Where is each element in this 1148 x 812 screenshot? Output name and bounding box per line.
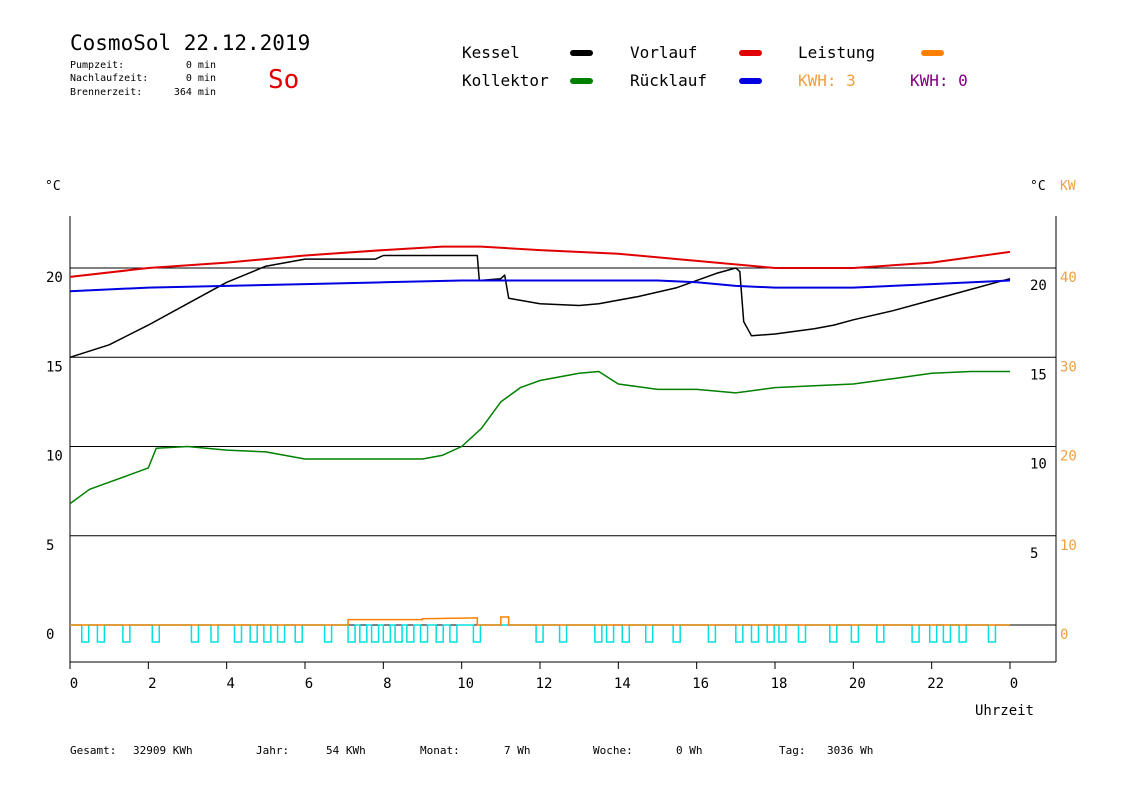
legend-leistung: Leistung xyxy=(798,43,875,62)
x-tick-label-12: 0 xyxy=(1010,676,1018,692)
brenner-label: Brennerzeit: xyxy=(70,87,142,98)
x-tick-label-6: 12 xyxy=(536,676,553,692)
y-left-tick-15: 15 xyxy=(46,359,63,375)
series-kessel-line xyxy=(69,254,1011,359)
y-right-c-tick-5: 5 xyxy=(1030,546,1038,562)
series-group xyxy=(69,245,1011,643)
legend-vorlauf: Vorlauf xyxy=(630,43,697,62)
y-right-kw-tick-10: 10 xyxy=(1060,538,1077,554)
legend-kwh1: KWH: 3 xyxy=(798,71,856,90)
footer-jahr-value: 54 KWh xyxy=(326,744,366,757)
x-tick-label-4: 8 xyxy=(383,676,391,692)
x-tick-label-8: 16 xyxy=(692,676,709,692)
y-left-tick-10: 10 xyxy=(46,449,63,465)
x-tick-label-0: 0 xyxy=(70,676,78,692)
footer-woche-label: Woche: xyxy=(593,744,633,757)
x-tick-label-2: 4 xyxy=(226,676,234,692)
footer-gesamt-label: Gesamt: xyxy=(70,744,116,757)
footer-tag-label: Tag: xyxy=(779,744,806,757)
pump-value: 0 min xyxy=(186,60,216,71)
axis-ticks: 0 2 4 6 8 10 12 14 16 18 20 22 0 0 5 10 15 20 5 10 15 20 0 10 20… xyxy=(46,270,1077,692)
x-tick-label-5: 10 xyxy=(457,676,474,692)
series-leistung-line xyxy=(70,616,1010,626)
y-right-kw-tick-0: 0 xyxy=(1060,627,1068,643)
pump-label: Pumpzeit: xyxy=(70,60,124,71)
footer-tag-value: 3036 Wh xyxy=(827,744,873,757)
y-left-tick-20: 20 xyxy=(46,270,63,286)
y-right-unit-kw: KW xyxy=(1060,179,1076,194)
nachlauf-value: 0 min xyxy=(186,73,216,84)
legend-ruecklauf: Rücklauf xyxy=(630,71,707,90)
x-tick-label-7: 14 xyxy=(614,676,631,692)
series-ruecklauf-line xyxy=(69,279,1011,293)
nachlauf-label: Nachlaufzeit: xyxy=(70,73,148,84)
legend-kollektor: Kollektor xyxy=(462,71,549,90)
y-right-c-tick-20: 20 xyxy=(1030,278,1047,294)
y-right-kw-tick-20: 20 xyxy=(1060,449,1077,465)
x-axis-label: Uhrzeit xyxy=(975,703,1034,719)
grid-lines xyxy=(70,267,1056,626)
series-vorlauf-line xyxy=(69,245,1011,278)
day-label: So xyxy=(268,65,299,95)
pump-pulse-line xyxy=(70,624,1010,643)
y-left-tick-5: 5 xyxy=(46,538,54,554)
y-right-kw-tick-30: 30 xyxy=(1060,359,1077,375)
footer-monat-value: 7 Wh xyxy=(504,744,531,757)
x-tick-label-1: 2 xyxy=(148,676,156,692)
footer-woche-value: 0 Wh xyxy=(676,744,703,757)
legend-kwh2: KWH: 0 xyxy=(910,71,968,90)
y-right-kw-tick-40: 40 xyxy=(1060,270,1077,286)
footer-jahr-label: Jahr: xyxy=(256,744,289,757)
y-right-c-tick-10: 10 xyxy=(1030,457,1047,473)
footer-gesamt-value: 32909 KWh xyxy=(133,744,193,757)
y-left-unit: °C xyxy=(45,179,61,194)
x-tick-label-11: 22 xyxy=(927,676,944,692)
y-right-c-tick-15: 15 xyxy=(1030,367,1047,383)
chart-title: CosmoSol 22.12.2019 xyxy=(70,31,310,55)
footer-monat-label: Monat: xyxy=(420,744,460,757)
x-tick-label-10: 20 xyxy=(849,676,866,692)
y-right-unit-c: °C xyxy=(1030,179,1046,194)
x-tick-label-9: 18 xyxy=(771,676,788,692)
legend-kessel: Kessel xyxy=(462,43,520,62)
brenner-value: 364 min xyxy=(174,87,216,98)
x-tick-label-3: 6 xyxy=(305,676,313,692)
y-left-tick-0: 0 xyxy=(46,627,54,643)
series-kollektor-line xyxy=(69,370,1010,505)
